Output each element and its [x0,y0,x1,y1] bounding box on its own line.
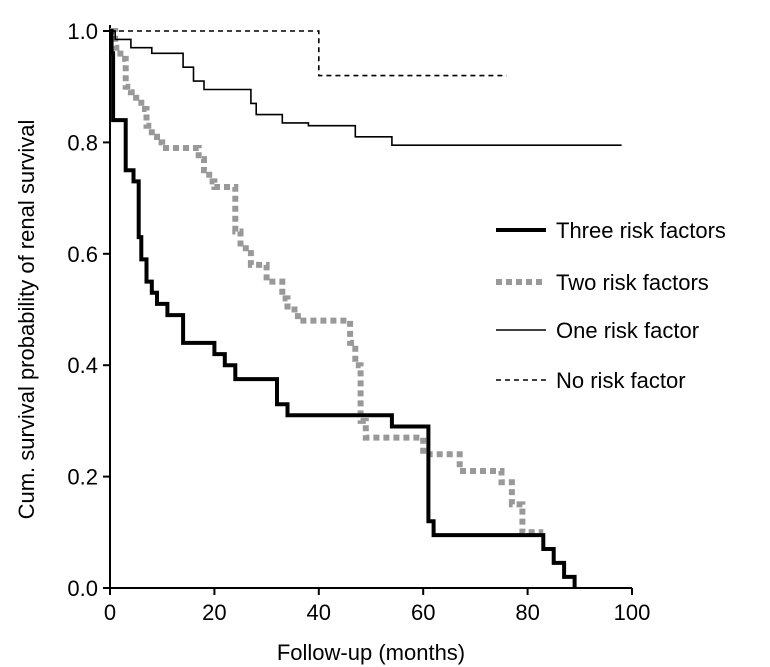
x-tick-label: 80 [515,600,539,625]
series-line-three-risk-factors [109,29,577,588]
y-tick-label: 0.8 [67,130,98,155]
x-tick-label: 100 [614,600,651,625]
axes: 0.0 0.2 0.4 0.6 0.8 1.0 0 20 40 60 80 100 [67,19,650,625]
y-axis-title: Cum. survival probability of renal survi… [14,120,39,520]
legend-label: One risk factor [556,318,699,343]
y-tick-label: 0.4 [67,353,98,378]
x-tick-label: 40 [307,600,331,625]
series-line-one-risk-factor [110,30,622,146]
x-tick-label: 20 [202,600,226,625]
x-tick-label: 60 [411,600,435,625]
y-tick-label: 1.0 [67,19,98,44]
y-tick-label: 0.2 [67,465,98,490]
x-tick-label: 0 [104,600,116,625]
y-tick-label: 0.0 [67,576,98,601]
plot-area [109,28,622,588]
y-tick-label: 0.6 [67,242,98,267]
series-line-two-risk-factors [110,28,544,536]
legend-label: Two risk factors [556,270,709,295]
x-axis-title: Follow-up (months) [277,640,465,665]
legend: Three risk factors Two risk factors One ri… [496,218,726,393]
legend-label: Three risk factors [556,218,726,243]
legend-label: No risk factor [556,368,686,393]
